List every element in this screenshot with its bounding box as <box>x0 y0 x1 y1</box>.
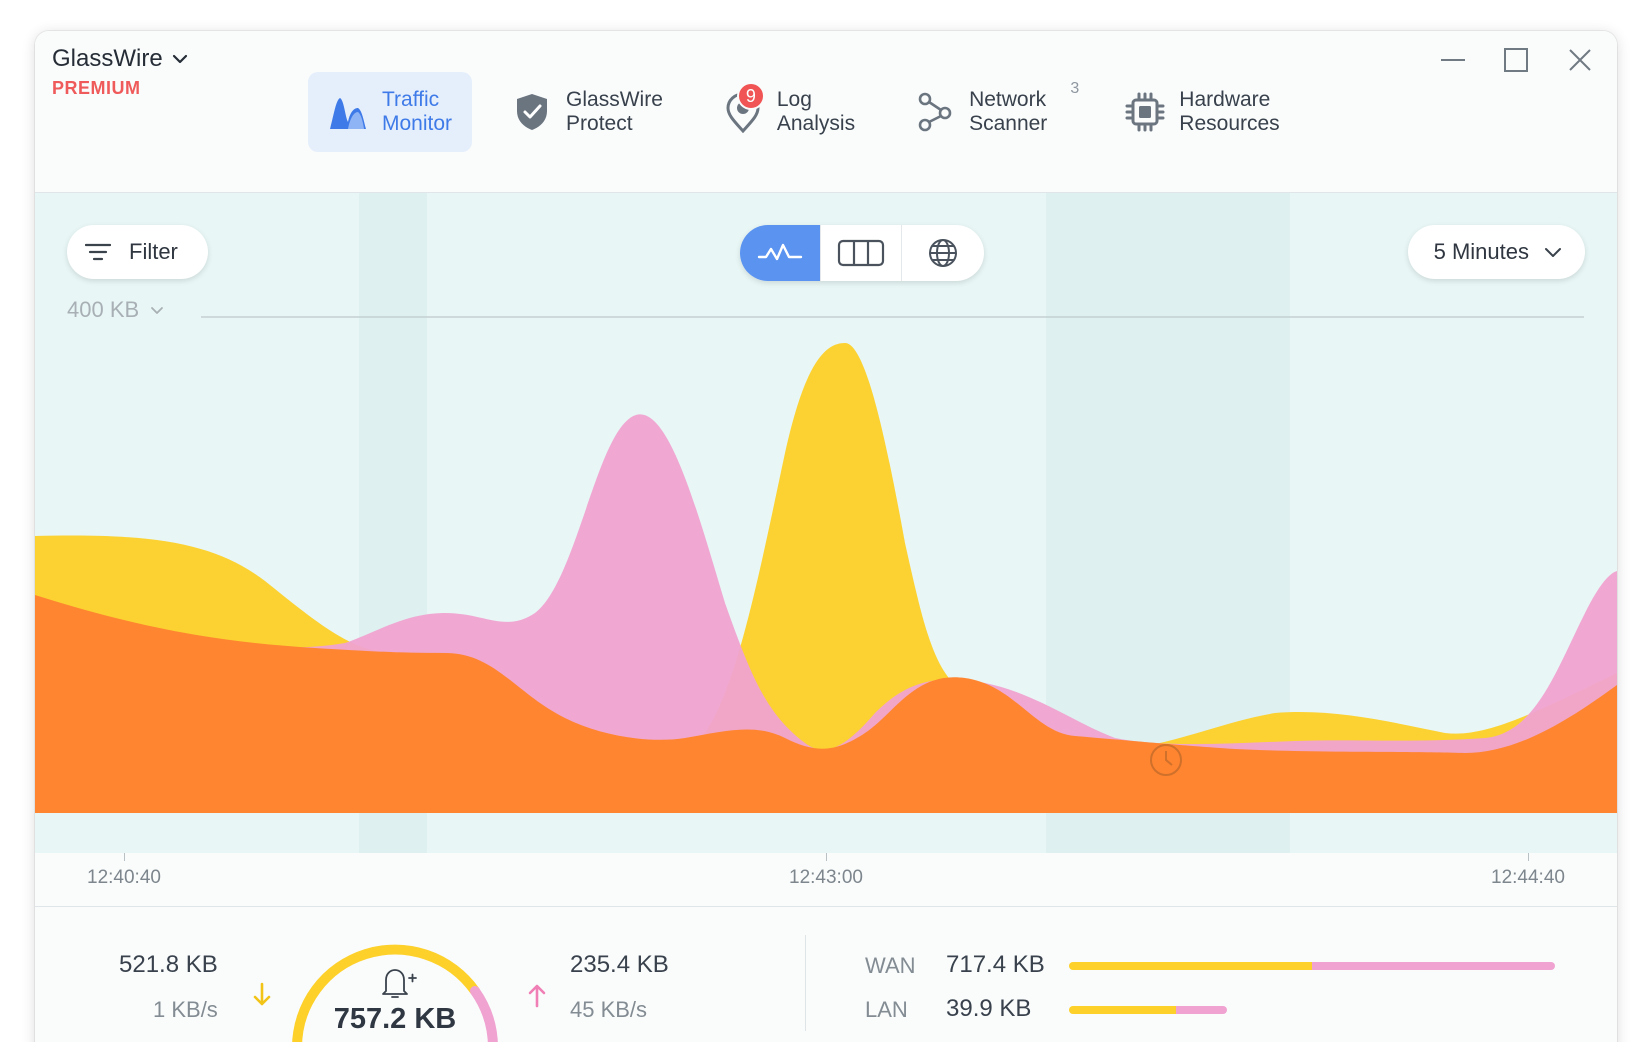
lan-label: LAN <box>865 997 908 1022</box>
total-usage: 757.2 KB <box>333 1003 457 1035</box>
columns-view-icon <box>837 239 885 267</box>
tick-label: 12:44:40 <box>1491 867 1565 888</box>
scale-value: 400 KB <box>67 297 140 322</box>
maximize-icon[interactable] <box>1501 45 1531 75</box>
network-nodes-icon <box>913 90 957 134</box>
upload-total: 235.4 KB <box>570 951 669 978</box>
header: GlassWire PREMIUM Traffic Monitor <box>35 31 1617 193</box>
upload-arrow-icon <box>528 984 546 1008</box>
lan-value: 39.9 KB <box>946 995 1032 1022</box>
time-axis: 12:40:40 12:43:00 12:44:40 <box>35 853 1617 907</box>
download-total: 521.8 KB <box>119 951 218 978</box>
tab-hardware-resources[interactable]: Hardware Resources <box>1105 72 1299 152</box>
download-rate: 1 KB/s <box>153 997 218 1022</box>
tab-glasswire-protect[interactable]: GlassWire Protect <box>492 72 683 152</box>
columns-view-button[interactable] <box>821 225 902 281</box>
download-arrow-icon <box>253 982 271 1006</box>
tab-label: Network Scanner <box>969 88 1048 135</box>
tick-label: 12:40:40 <box>87 867 161 888</box>
upload-rate: 45 KB/s <box>570 997 648 1022</box>
tab-traffic-monitor[interactable]: Traffic Monitor <box>308 72 473 152</box>
scale-select[interactable]: 400 KB <box>67 297 165 323</box>
lan-usage-bar <box>1069 1006 1227 1014</box>
traffic-chart <box>35 193 1617 853</box>
chip-icon <box>1123 90 1167 134</box>
tab-label: GlassWire Protect <box>566 88 663 135</box>
bell-plus-icon[interactable] <box>382 969 417 998</box>
axis-tick <box>124 853 125 861</box>
tab-label: Log Analysis <box>776 88 856 135</box>
traffic-monitor-icon <box>326 90 370 134</box>
chevron-down-icon <box>172 54 187 64</box>
graph-view-icon <box>757 243 803 261</box>
log-count-badge: 9 <box>736 82 765 110</box>
view-toggle <box>740 225 984 281</box>
wan-upload-fill <box>1312 962 1555 970</box>
close-icon[interactable] <box>1565 45 1595 75</box>
axis-tick <box>826 853 827 861</box>
globe-view-button[interactable] <box>902 225 983 281</box>
chevron-down-icon <box>1545 248 1561 257</box>
plan-label: PREMIUM <box>52 78 141 98</box>
scanner-count: 3 <box>1070 80 1080 97</box>
tick-label: 12:43:00 <box>789 867 863 888</box>
time-range-label: 5 Minutes <box>1433 239 1529 264</box>
wan-value: 717.4 KB <box>946 951 1045 978</box>
main-nav: Traffic Monitor GlassWire Protect <box>308 72 1320 152</box>
usage-gauge[interactable] <box>285 927 505 1042</box>
globe-view-icon <box>928 239 957 267</box>
combined-series-area <box>35 595 1617 813</box>
app-name: GlassWire <box>52 45 163 72</box>
wan-usage-bar <box>1069 962 1555 970</box>
traffic-stats: 521.8 KB 1 KB/s 757.2 KB 235.4 KB 45 KB/… <box>35 907 1617 1042</box>
shield-check-icon <box>510 90 554 134</box>
chevron-down-icon <box>151 307 164 314</box>
app-menu[interactable]: GlassWire <box>52 45 189 73</box>
lan-download-fill <box>1069 1006 1177 1014</box>
traffic-graph[interactable]: Filter 5 Minutes 400 KB <box>35 193 1617 853</box>
stats-divider <box>805 935 806 1031</box>
clock-icon[interactable] <box>1150 744 1182 776</box>
axis-tick <box>1528 853 1529 861</box>
filter-icon <box>85 243 111 261</box>
wan-label: WAN <box>865 953 916 978</box>
filter-button[interactable]: Filter <box>67 225 208 279</box>
tab-log-analysis[interactable]: 9 Log Analysis <box>703 72 875 152</box>
wan-download-fill <box>1069 962 1312 970</box>
graph-view-button[interactable] <box>740 225 821 281</box>
log-pin-icon: 9 <box>721 82 765 134</box>
lan-upload-fill <box>1176 1006 1227 1014</box>
minimize-icon[interactable] <box>1438 45 1468 75</box>
tab-label: Hardware Resources <box>1179 88 1280 135</box>
app-window: GlassWire PREMIUM Traffic Monitor <box>35 31 1617 1042</box>
tab-label: Traffic Monitor <box>382 88 453 135</box>
filter-label: Filter <box>129 239 178 264</box>
tab-network-scanner[interactable]: Network Scanner 3 <box>895 72 1085 152</box>
time-range-select[interactable]: 5 Minutes <box>1407 225 1585 279</box>
